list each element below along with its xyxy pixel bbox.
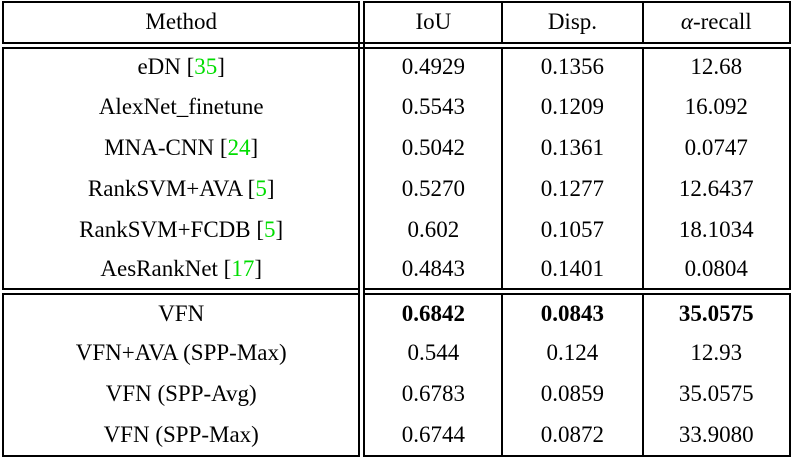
citation-number: 5 xyxy=(264,216,276,242)
citation-bracket: ] xyxy=(266,175,275,201)
recall-cell: 0.0804 xyxy=(684,256,748,282)
recall-cell: 12.93 xyxy=(690,340,743,366)
table-row-alexnet: AlexNet_finetune 0.5543 0.1209 16.092 xyxy=(3,86,790,128)
method-cell: VFN xyxy=(3,288,366,333)
method-cell: eDN [35] xyxy=(3,45,366,87)
method-name: MNA-CNN [ xyxy=(104,134,228,160)
iou-cell: 0.602 xyxy=(361,209,504,251)
citation-number: 17 xyxy=(231,256,255,282)
col-header-alpha-recall: α-recall xyxy=(642,2,790,49)
disp-cell: 0.1057 xyxy=(502,209,644,251)
method-cell: VFN+AVA (SPP-Max) xyxy=(3,332,366,374)
citation-number: 24 xyxy=(227,134,251,160)
method-cell: VFN (SPP-Max) xyxy=(3,414,366,456)
citation-bracket: ] xyxy=(217,54,225,80)
table-row-vfn-spp-max: VFN (SPP-Max) 0.6744 0.0872 33.9080 xyxy=(3,414,790,456)
iou-cell: 0.6783 xyxy=(361,373,504,415)
method-cell: AlexNet_finetune xyxy=(3,86,366,128)
iou-cell: 0.5042 xyxy=(361,127,504,169)
col-header-method: Method xyxy=(3,2,366,49)
disp-cell: 0.0859 xyxy=(502,373,644,415)
method-cell: MNA-CNN [24] xyxy=(3,127,366,169)
method-cell: AesRankNet [17] xyxy=(3,250,366,292)
method-name: AlexNet_finetune xyxy=(98,93,264,119)
recall-cell: 35.0575 xyxy=(642,288,790,333)
results-table-container: Method IoU Disp. α-recall eDN [35] 0.492… xyxy=(2,1,791,457)
method-name: AesRankNet [ xyxy=(100,256,232,282)
iou-cell: 0.4843 xyxy=(361,250,504,292)
recall-cell: 12.6437 xyxy=(678,175,754,201)
iou-cell: 0.5270 xyxy=(361,168,504,210)
disp-cell: 0.1356 xyxy=(502,45,644,87)
disp-cell: 0.1401 xyxy=(502,250,644,292)
col-header-disp: Disp. xyxy=(502,2,644,49)
table-row-ranksvm-ava: RankSVM+AVA [5] 0.5270 0.1277 12.6437 xyxy=(3,168,790,210)
header-method-label: Method xyxy=(145,9,217,35)
method-name: eDN [ xyxy=(137,54,195,80)
header-disp-label: Disp. xyxy=(547,9,598,35)
iou-cell: 0.6842 xyxy=(361,288,504,333)
citation-bracket: ] xyxy=(254,256,262,282)
table-row-vfn-spp-avg: VFN (SPP-Avg) 0.6783 0.0859 35.0575 xyxy=(3,373,790,415)
citation-number: 5 xyxy=(255,175,267,201)
table-row-edn: eDN [35] 0.4929 0.1356 12.68 xyxy=(3,45,790,87)
iou-cell: 0.4929 xyxy=(361,45,504,87)
disp-cell: 0.124 xyxy=(502,332,644,374)
disp-cell: 0.0872 xyxy=(502,414,644,456)
disp-cell: 0.1209 xyxy=(502,86,644,128)
iou-cell: 0.544 xyxy=(361,332,504,374)
disp-cell: 0.1277 xyxy=(502,168,644,210)
header-recall-label: -recall xyxy=(692,9,752,35)
citation-bracket: ] xyxy=(250,134,259,160)
method-name: VFN (SPP-Max) xyxy=(103,421,259,447)
citation-number: 35 xyxy=(194,54,218,80)
method-name: VFN+AVA (SPP-Max) xyxy=(75,340,287,366)
disp-cell: 0.0843 xyxy=(502,288,644,333)
method-cell: VFN (SPP-Avg) xyxy=(3,373,366,415)
method-name: VFN xyxy=(158,300,205,326)
alpha-symbol: α xyxy=(680,9,693,35)
recall-cell: 16.092 xyxy=(684,93,748,119)
table-row-mna-cnn: MNA-CNN [24] 0.5042 0.1361 0.0747 xyxy=(3,127,790,169)
col-header-iou: IoU xyxy=(361,2,504,49)
header-iou-label: IoU xyxy=(415,9,452,35)
method-name: RankSVM+AVA [ xyxy=(87,175,256,201)
iou-cell: 0.6744 xyxy=(361,414,504,456)
table-row-ranksvm-fcdb: RankSVM+FCDB [5] 0.602 0.1057 18.1034 xyxy=(3,209,790,251)
citation-bracket: ] xyxy=(275,216,284,242)
method-cell: RankSVM+AVA [5] xyxy=(3,168,366,210)
table-row-aesranknet: AesRankNet [17] 0.4843 0.1401 0.0804 xyxy=(3,250,790,292)
recall-cell: 18.1034 xyxy=(678,216,754,242)
method-name: VFN (SPP-Avg) xyxy=(105,381,257,407)
recall-cell: 12.68 xyxy=(690,54,743,80)
iou-cell: 0.5543 xyxy=(361,86,504,128)
results-table: Method IoU Disp. α-recall eDN [35] 0.492… xyxy=(2,1,791,457)
recall-cell: 0.0747 xyxy=(684,134,748,160)
disp-cell: 0.1361 xyxy=(502,127,644,169)
table-row-vfn: VFN 0.6842 0.0843 35.0575 xyxy=(3,288,790,333)
recall-cell: 35.0575 xyxy=(678,381,754,407)
method-name: RankSVM+FCDB [ xyxy=(79,216,265,242)
header-row: Method IoU Disp. α-recall xyxy=(3,2,790,49)
recall-cell: 33.9080 xyxy=(678,421,754,447)
table-row-vfn-ava-spp-max: VFN+AVA (SPP-Max) 0.544 0.124 12.93 xyxy=(3,332,790,374)
method-cell: RankSVM+FCDB [5] xyxy=(3,209,366,251)
